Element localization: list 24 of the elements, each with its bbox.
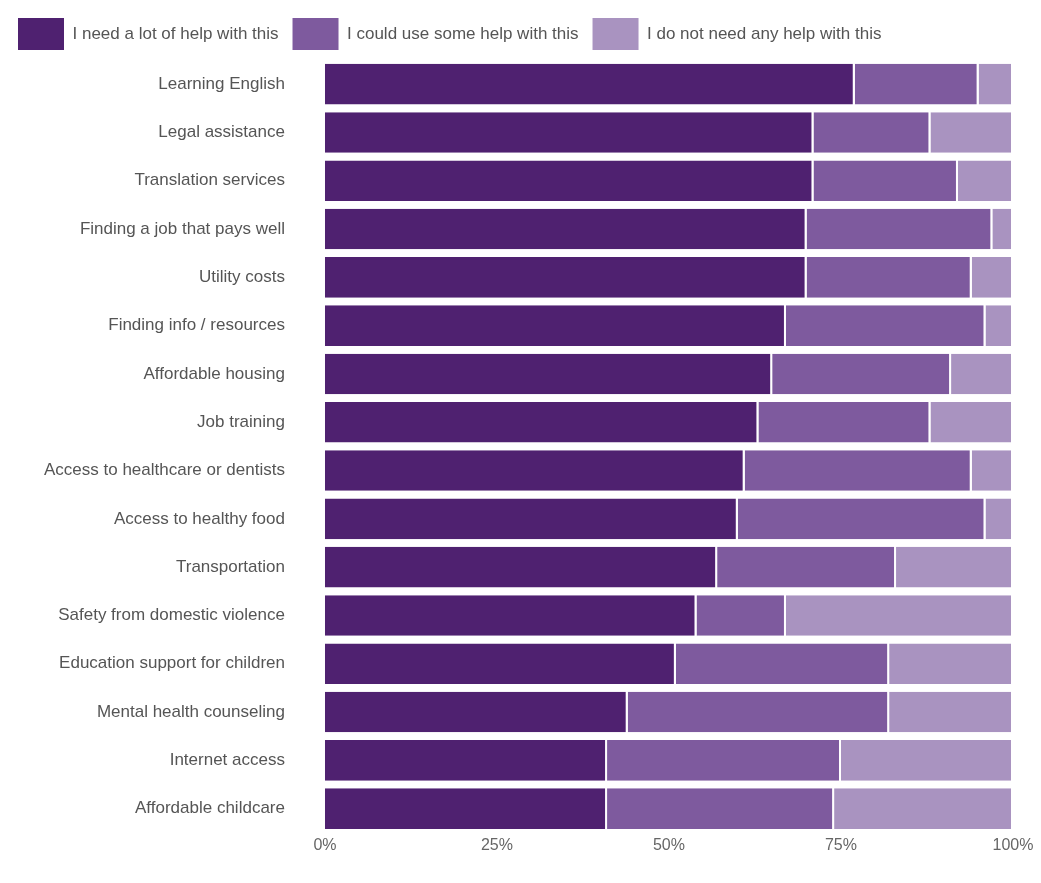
y-tick-label: Access to healthy food <box>113 508 285 528</box>
x-tick-label: 25% <box>480 835 513 853</box>
legend-label: I could use some help with this <box>347 23 579 43</box>
y-tick-label: Safety from domestic violence <box>58 605 285 625</box>
y-tick-label: Affordable childcare <box>135 798 285 818</box>
y-tick-label: Transportation <box>175 556 285 576</box>
y-tick-label: Mental health counseling <box>96 701 285 721</box>
y-tick-label: Translation services <box>134 170 285 190</box>
y-tick-label: Education support for children <box>59 653 285 673</box>
y-tick-label: Finding info / resources <box>108 315 285 335</box>
y-tick-label: Finding a job that pays well <box>79 218 285 238</box>
x-tick-label: 100% <box>992 835 1034 853</box>
y-tick-label: Affordable housing <box>143 363 285 383</box>
x-tick-label: 0% <box>313 835 337 853</box>
y-tick-label: Job training <box>197 411 285 431</box>
y-tick-label: Utility costs <box>198 267 285 287</box>
y-tick-label: Learning English <box>158 73 285 93</box>
legend-label: I need a lot of help with this <box>72 23 279 43</box>
legend-label: I do not need any help with this <box>647 23 882 43</box>
x-tick-label: 75% <box>824 835 857 853</box>
x-tick-label: 50% <box>652 835 685 853</box>
y-tick-label: Internet access <box>169 750 285 770</box>
y-tick-label: Access to healthcare or dentists <box>43 460 285 480</box>
y-tick-label: Legal assistance <box>158 122 285 142</box>
